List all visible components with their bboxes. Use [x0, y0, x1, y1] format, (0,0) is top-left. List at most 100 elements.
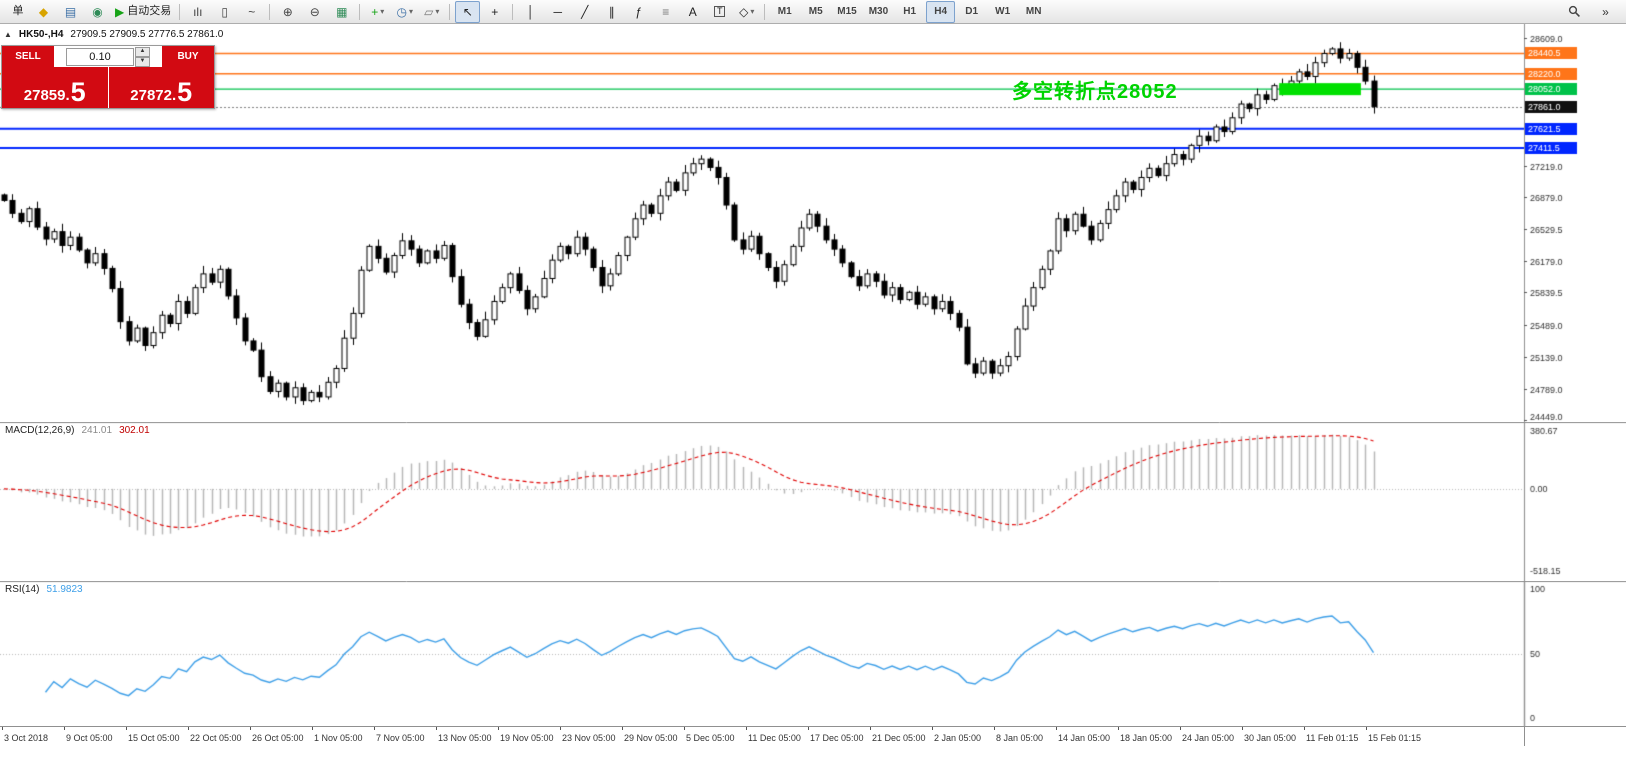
buy-price-pip-digit: 5	[177, 77, 193, 108]
time-axis-label: 30 Jan 05:00	[1244, 733, 1297, 743]
time-axis-tick	[870, 727, 871, 730]
timeframe-m1-button[interactable]: M1	[777, 5, 792, 17]
macd-main-value: 241.01	[81, 425, 113, 436]
rsi-indicator-panel: RSI(14) 51.9823	[0, 581, 1626, 726]
dropdown-arrow-icon: ▾	[435, 6, 440, 16]
time-axis-label: 23 Nov 05:00	[562, 733, 616, 743]
timeframe-m5-button[interactable]: M5	[808, 5, 823, 17]
timeframe-m30-button[interactable]: M30	[868, 5, 889, 17]
dropdown-arrow-icon: ▾	[408, 6, 413, 16]
macd-indicator-canvas[interactable]	[0, 422, 1626, 581]
new-chart-button[interactable]: + ▾	[365, 1, 390, 23]
volume-spinner: ▲ ▼	[135, 46, 150, 67]
timeframe-mn-button[interactable]: MN	[1025, 5, 1042, 17]
time-axis-tick	[932, 727, 933, 730]
timeframe-h4-button[interactable]: H4	[926, 0, 956, 23]
text-icon: A	[688, 4, 697, 19]
time-axis-label: 2 Jan 05:00	[934, 733, 982, 743]
candlestick-chart-button[interactable]: ▯	[212, 1, 237, 23]
text-label-button[interactable]: T	[707, 1, 732, 23]
time-axis-tick	[312, 727, 313, 730]
price-chart-canvas[interactable]	[0, 24, 1626, 422]
vertical-line-button[interactable]: │	[518, 1, 543, 23]
new-order-icon-button[interactable]: ◆	[31, 1, 56, 23]
new-order-button[interactable]: 单	[4, 1, 29, 23]
templates-button[interactable]: ▱ ▾	[419, 1, 444, 23]
zoom-in-button[interactable]: ⊕	[275, 1, 300, 23]
volume-input[interactable]: 0.10	[66, 47, 134, 66]
timeframe-d1-button[interactable]: D1	[965, 5, 979, 17]
time-axis-tick	[994, 727, 995, 730]
crosshair-button[interactable]: +	[482, 1, 507, 23]
time-axis-tick	[374, 727, 375, 730]
chart-ohlc-values: 27909.5 27909.5 27776.5 27861.0	[70, 29, 224, 40]
time-axis-tick	[560, 727, 561, 730]
bar-chart-button[interactable]: ılı	[185, 1, 210, 23]
navigator-button[interactable]: ◉	[85, 1, 110, 23]
autotrading-button-label: 自动交易	[127, 5, 172, 17]
autotrading-icon: ▶	[115, 4, 125, 19]
time-axis-label: 7 Nov 05:00	[376, 733, 425, 743]
toolbar-overflow-button[interactable]: »	[1593, 1, 1618, 23]
sell-price-button[interactable]: 27859. 5	[2, 67, 108, 108]
profiles-icon: ◷	[396, 4, 407, 19]
market-watch-icon: ▤	[64, 4, 77, 19]
trendline-button[interactable]: ╱	[572, 1, 597, 23]
chart-title: ▲ HK50-,H4 27909.5 27909.5 27776.5 27861…	[4, 29, 223, 40]
time-axis-tick	[622, 727, 623, 730]
buy-button[interactable]: BUY	[162, 46, 214, 67]
crosshair-icon: +	[491, 4, 499, 19]
profiles-button[interactable]: ◷ ▾	[392, 1, 417, 23]
time-axis-tick	[1304, 727, 1305, 730]
time-axis-label: 3 Oct 2018	[4, 733, 49, 743]
autotrading-button[interactable]: ▶ 自动交易	[112, 1, 174, 23]
time-axis-tick	[250, 727, 251, 730]
time-axis-label: 15 Feb 01:15	[1368, 733, 1422, 743]
horizontal-line-button[interactable]: ─	[545, 1, 570, 23]
fibonacci-icon: ƒ	[635, 4, 643, 19]
fibonacci-button[interactable]: ƒ	[626, 1, 651, 23]
market-watch-button[interactable]: ▤	[58, 1, 83, 23]
cursor-button[interactable]: ↖	[455, 0, 481, 23]
trendline-icon: ╱	[581, 4, 589, 19]
time-axis-label: 8 Jan 05:00	[996, 733, 1044, 743]
timeframe-w1-button[interactable]: W1	[995, 5, 1011, 17]
timeframe-h1-button[interactable]: H1	[903, 5, 917, 17]
macd-indicator-panel: MACD(12,26,9) 241.01 302.01	[0, 422, 1626, 581]
tile-windows-button[interactable]: ▦	[329, 1, 354, 23]
line-chart-button[interactable]: ~	[239, 1, 264, 23]
time-axis[interactable]: 3 Oct 2018 9 Oct 05:00 15 Oct 05:00 22 Oct …	[0, 726, 1626, 746]
toolbar: 单 ◆ ▤ ◉ ▶ 自动交易 ılı ▯ ~ ⊕ ⊖ ▦ + ▾ ◷ ▾ ▱ ▾ ↖ + │ ─ ╱ ∥ ƒ ≡ A T ◇ ▾ M1 M5 M…	[0, 0, 1626, 24]
channel-button[interactable]: ∥	[599, 1, 624, 23]
time-axis-label: 19 Nov 05:00	[500, 733, 554, 743]
timeframe-m15-button[interactable]: M15	[837, 5, 857, 17]
shapes-icon: ◇	[739, 4, 749, 19]
search-button[interactable]	[1562, 1, 1587, 23]
text-button[interactable]: A	[680, 1, 705, 23]
grid-button[interactable]: ≡	[653, 1, 678, 23]
time-axis-label: 13 Nov 05:00	[438, 733, 492, 743]
sell-price-main-digits: 27859.	[23, 86, 70, 104]
macd-label: MACD(12,26,9) 241.01 302.01	[5, 425, 150, 436]
chart-symbol-label: HK50-,H4	[18, 29, 64, 40]
collapse-trade-panel-arrow[interactable]: ▲	[4, 30, 12, 39]
buy-price-button[interactable]: 27872. 5	[108, 67, 214, 108]
volume-down-button[interactable]: ▼	[135, 56, 150, 67]
time-axis-label: 14 Jan 05:00	[1058, 733, 1111, 743]
time-axis-label: 29 Nov 05:00	[624, 733, 678, 743]
sell-button[interactable]: SELL	[2, 46, 54, 67]
one-click-trading-panel: SELL 0.10 ▲ ▼ BUY 27859. 5 27872. 5	[1, 45, 215, 109]
time-axis-label: 21 Dec 05:00	[872, 733, 926, 743]
macd-indicator-name: MACD(12,26,9)	[5, 425, 75, 436]
new-order-icon-icon: ◆	[38, 4, 49, 19]
bar-chart-icon: ılı	[193, 4, 203, 19]
templates-icon: ▱	[424, 4, 434, 19]
toolbar-separator	[512, 3, 514, 20]
trade-panel-price-row: 27859. 5 27872. 5	[2, 67, 214, 108]
time-axis-tick	[808, 727, 809, 730]
rsi-indicator-canvas[interactable]	[0, 581, 1626, 726]
zoom-out-button[interactable]: ⊖	[302, 1, 327, 23]
volume-up-button[interactable]: ▲	[135, 46, 150, 57]
shapes-button[interactable]: ◇ ▾	[734, 1, 759, 23]
